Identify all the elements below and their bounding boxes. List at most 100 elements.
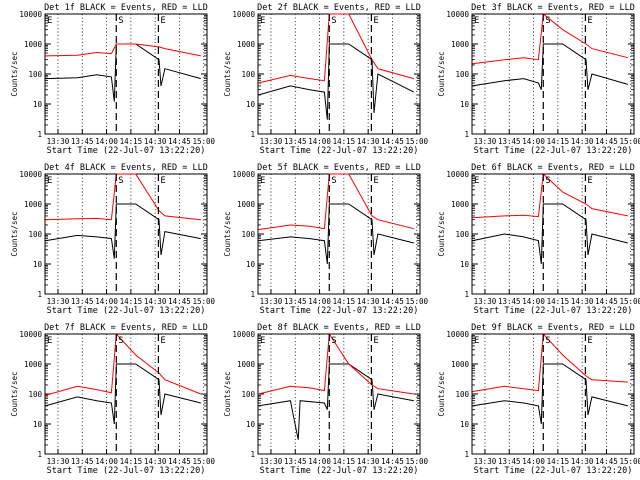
x-tick-label: 15:00 [192,457,215,466]
x-tick-label: 14:00 [95,457,118,466]
y-tick-label: 10 [33,260,43,269]
plot-frame [257,173,421,295]
y-tick-label: 100 [28,390,42,399]
y-tick-label: 10000 [19,330,42,339]
x-tick-label: 14:30 [144,297,167,306]
marker-label: E [47,336,52,346]
y-tick-label: 1000 [237,200,256,209]
x-tick-label: 13:45 [284,457,307,466]
x-axis-label: Start Time (22-Jul-07 13:22:20) [47,306,206,316]
series-events [45,203,201,259]
marker-label: E [160,16,165,26]
marker-label: E [373,176,378,186]
marker-label: E [160,176,165,186]
x-tick-label: 13:45 [498,137,521,146]
plot-frame [257,333,421,455]
x-tick-label: 14:30 [571,297,594,306]
x-tick-label: 13:30 [47,297,70,306]
marker-label: E [474,336,479,346]
plot-frame [44,333,208,455]
x-tick-label: 13:30 [260,297,283,306]
y-tick-label: 10000 [232,330,255,339]
y-axis-label: Counts/sec [10,371,19,416]
y-axis-label: Counts/sec [10,51,19,96]
series-events [45,363,201,425]
panel-8: Det 8f BLACK = Events, RED = LLD 13:30 13:… [223,323,429,476]
y-tick-label: 100 [241,230,255,239]
x-tick-label: 13:30 [260,457,283,466]
x-tick-label: 14:15 [547,457,570,466]
y-tick-label: 1000 [24,40,43,49]
x-tick-label: 14:00 [308,137,331,146]
y-tick-label: 100 [241,70,255,79]
x-tick-label: 13:45 [498,297,521,306]
x-tick-label: 15:00 [405,137,428,146]
x-tick-label: 14:45 [595,137,618,146]
panel-title: Det 3f BLACK = Events, RED = LLD [471,3,635,13]
y-tick-label: 1 [37,130,42,139]
y-tick-label: 10 [460,420,470,429]
marker-label: E [47,176,52,186]
y-axis-label: Counts/sec [437,51,446,96]
panel-1: Det 1f BLACK = Events, RED = LLD 13:30 13:… [10,3,216,156]
marker-label: E [160,336,165,346]
panel-7: Det 7f BLACK = Events, RED = LLD 13:30 13:… [10,323,216,476]
x-tick-label: 14:15 [547,297,570,306]
x-tick-label: 13:45 [284,137,307,146]
marker-label: S [545,336,550,346]
x-axis-label: Start Time (22-Jul-07 13:22:20) [474,466,633,476]
x-tick-label: 14:30 [144,137,167,146]
marker-label: E [47,16,52,26]
marker-label: S [545,176,550,186]
x-tick-label: 14:15 [120,137,143,146]
x-tick-label: 14:00 [522,137,545,146]
x-tick-label: 14:45 [381,297,404,306]
x-tick-label: 14:30 [571,457,594,466]
x-axis-label: Start Time (22-Jul-07 13:22:20) [260,306,419,316]
marker-label: S [331,16,336,26]
panel-6: Det 6f BLACK = Events, RED = LLD 13:30 13:… [437,163,640,316]
x-tick-label: 13:45 [71,297,94,306]
x-tick-label: 14:30 [571,137,594,146]
series-events [472,43,628,90]
y-tick-label: 1 [464,450,469,459]
panel-title: Det 5f BLACK = Events, RED = LLD [257,163,421,173]
panel-9: Det 9f BLACK = Events, RED = LLD 13:30 13:… [437,323,640,476]
x-tick-label: 14:15 [120,297,143,306]
series-lld [45,43,201,57]
y-tick-label: 1 [37,450,42,459]
x-axis-label: Start Time (22-Jul-07 13:22:20) [474,306,633,316]
panel-title: Det 7f BLACK = Events, RED = LLD [44,323,208,333]
x-tick-label: 14:45 [168,297,191,306]
x-tick-label: 14:00 [95,137,118,146]
panel-title: Det 9f BLACK = Events, RED = LLD [471,323,635,333]
y-tick-label: 1000 [237,360,256,369]
x-axis-label: Start Time (22-Jul-07 13:22:20) [260,146,419,156]
y-tick-label: 1 [250,130,255,139]
marker-label: E [474,16,479,26]
x-axis-label: Start Time (22-Jul-07 13:22:20) [474,146,633,156]
y-tick-label: 10000 [19,170,42,179]
x-tick-label: 13:30 [474,457,497,466]
y-tick-label: 100 [455,390,469,399]
x-tick-label: 13:45 [71,457,94,466]
y-tick-label: 10000 [232,10,255,19]
series-events [258,43,415,120]
marker-label: S [118,336,123,346]
plot-frame [471,173,635,295]
marker-label: S [545,16,550,26]
y-tick-label: 1000 [451,40,470,49]
x-tick-label: 14:15 [333,137,356,146]
x-tick-label: 13:30 [474,297,497,306]
x-tick-label: 14:30 [144,457,167,466]
panel-3: Det 3f BLACK = Events, RED = LLD 13:30 13:… [437,3,640,156]
panel-title: Det 4f BLACK = Events, RED = LLD [44,163,208,173]
x-tick-label: 15:00 [405,297,428,306]
panel-title: Det 1f BLACK = Events, RED = LLD [44,3,208,13]
y-tick-label: 10 [33,100,43,109]
x-tick-label: 14:00 [95,297,118,306]
x-tick-label: 14:45 [168,137,191,146]
y-tick-label: 1000 [451,360,470,369]
y-tick-label: 1000 [237,40,256,49]
